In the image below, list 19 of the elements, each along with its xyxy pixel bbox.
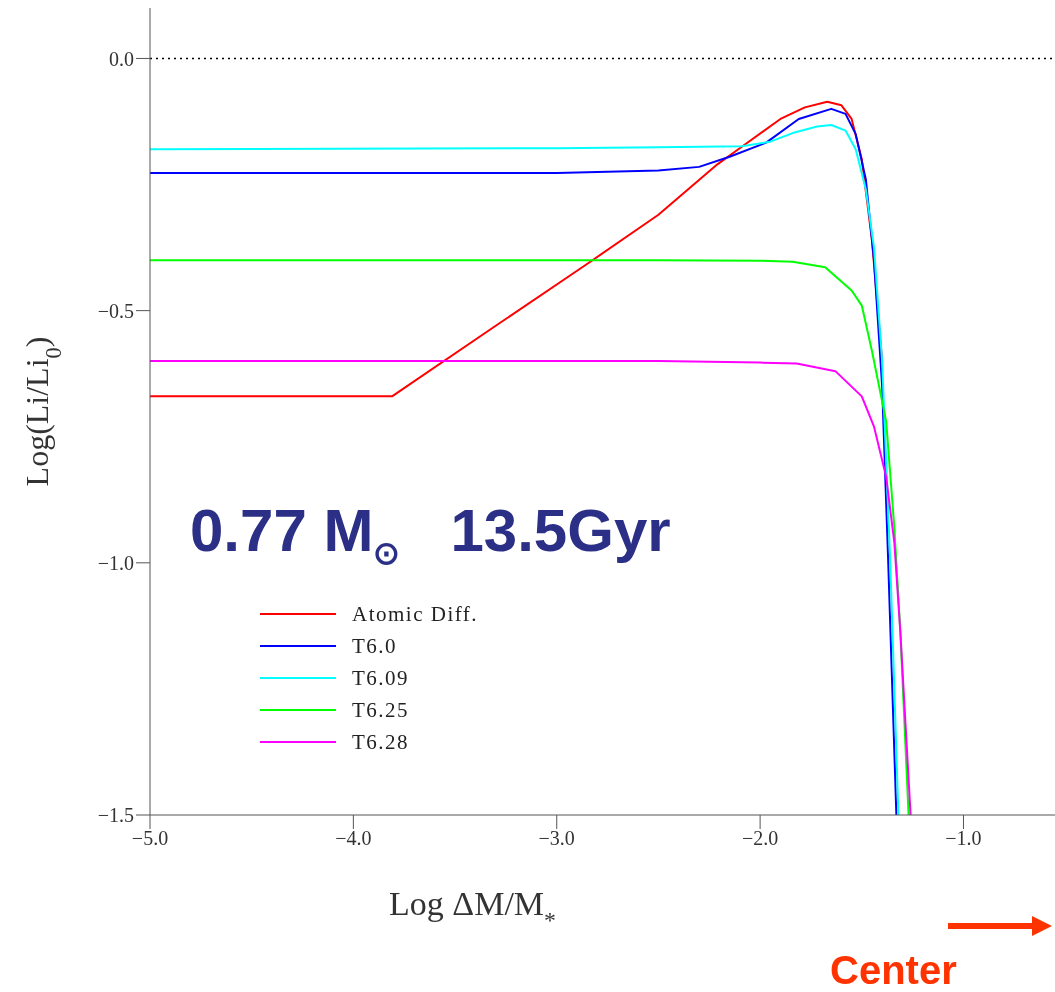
text: 0.77 M$_{⊙}$ 13.5Gyr bbox=[190, 497, 671, 571]
line-series bbox=[150, 259, 910, 815]
x-tick-label: −5.0 bbox=[131, 827, 169, 850]
legend-label: Atomic Diff. bbox=[352, 602, 479, 626]
line-series bbox=[150, 360, 912, 815]
y-tick-label: −0.5 bbox=[97, 299, 134, 322]
text: Center bbox=[830, 948, 957, 992]
x-tick-label: −2.0 bbox=[741, 827, 779, 850]
x-tick-label: −1.0 bbox=[945, 827, 982, 850]
x-tick-label: −3.0 bbox=[538, 827, 575, 850]
y-tick-label: −1.0 bbox=[97, 551, 134, 574]
legend-label: T6.28 bbox=[352, 730, 410, 754]
x-axis-title: Log ΔM/M$_{*}$ bbox=[389, 885, 556, 933]
legend-label: T6.25 bbox=[352, 698, 410, 722]
legend-label: T6.09 bbox=[352, 666, 410, 690]
legend-label: T6.0 bbox=[352, 634, 398, 658]
x-tick-label: −4.0 bbox=[335, 827, 372, 850]
y-tick-label: −1.5 bbox=[97, 804, 134, 827]
y-tick-label: 0.0 bbox=[109, 47, 134, 70]
